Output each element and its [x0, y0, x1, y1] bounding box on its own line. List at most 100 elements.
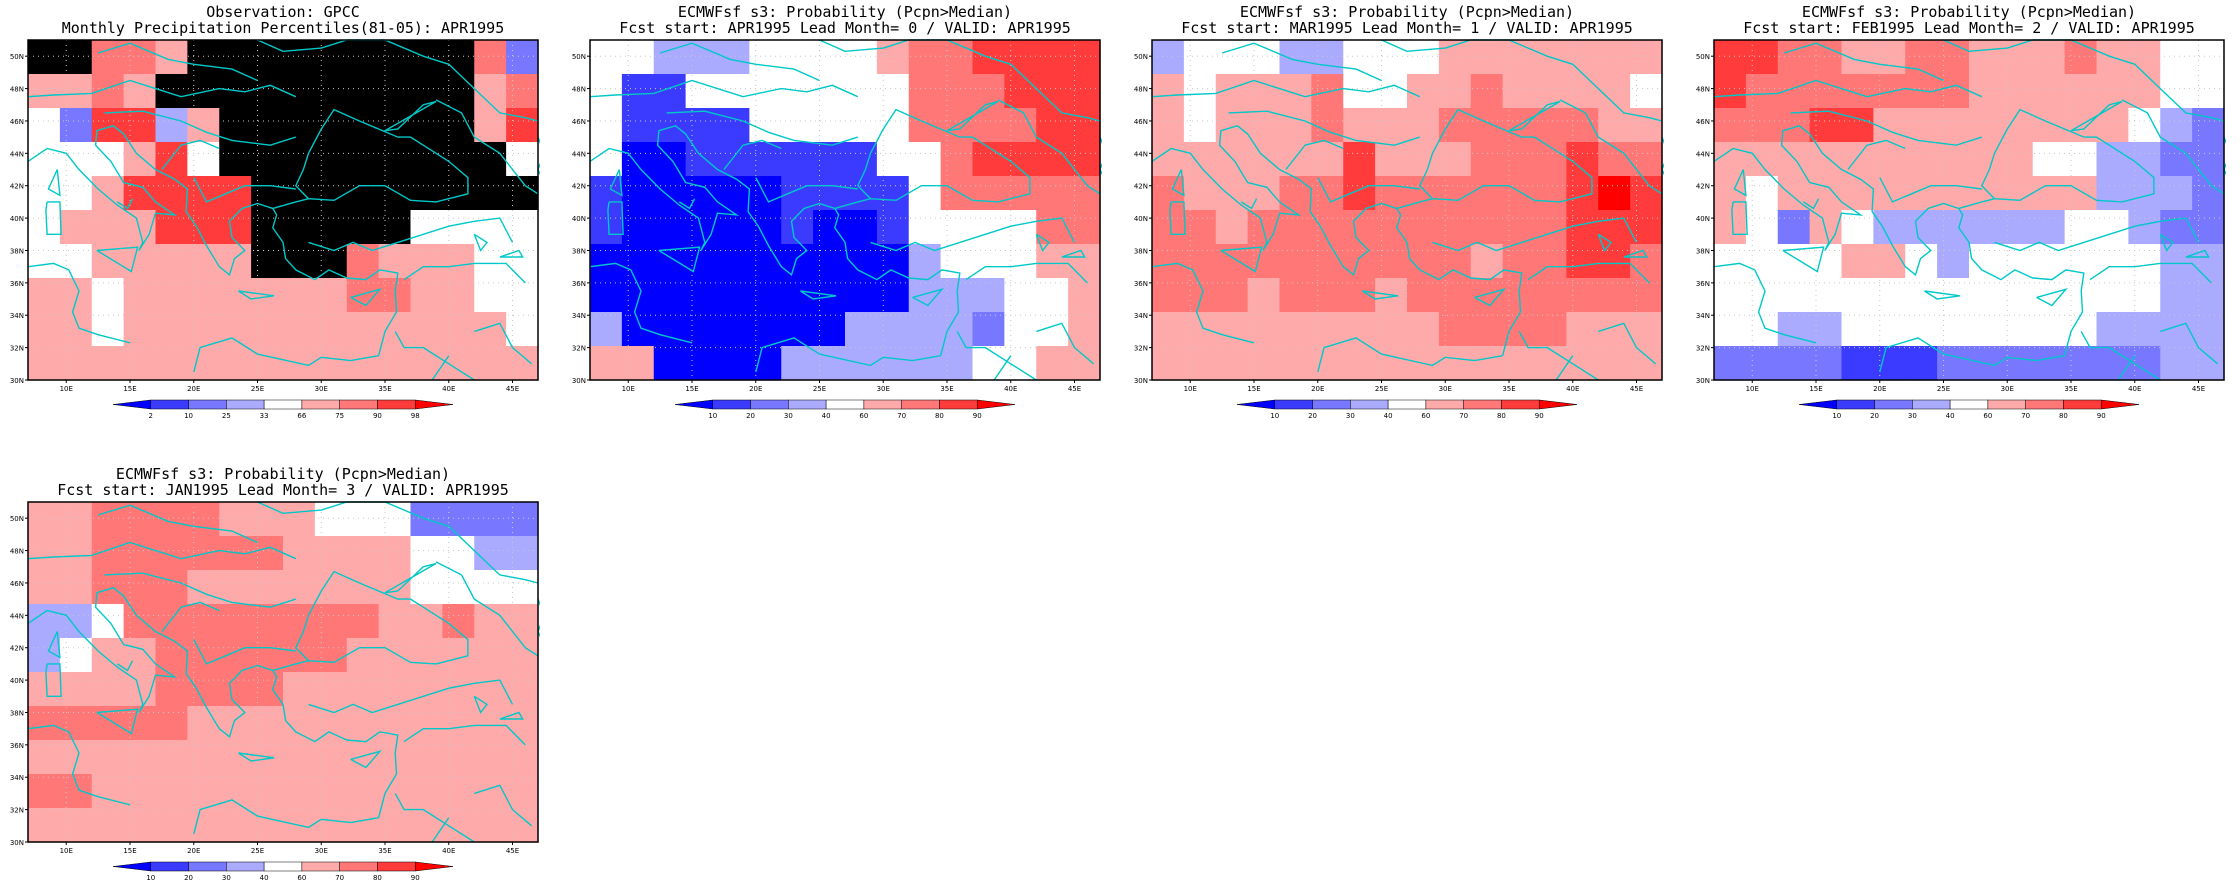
colorbar-label: 80 — [935, 412, 944, 420]
coastline — [1169, 201, 1186, 235]
grid-cell — [1745, 210, 1779, 245]
colorbar-label: 30 — [784, 412, 793, 420]
coastline — [800, 290, 837, 300]
grid-cell — [1215, 108, 1249, 143]
coastline — [499, 711, 524, 720]
grid-cell — [346, 74, 380, 109]
grid-cell — [474, 210, 507, 245]
colorbar-swatch — [712, 399, 751, 410]
grid-cell — [219, 638, 252, 673]
grid-cell — [1311, 346, 1344, 381]
grid-cell — [813, 346, 846, 381]
grid-cell — [1036, 74, 1069, 109]
grid-cell — [908, 312, 942, 347]
coastline — [2089, 262, 2212, 284]
grid-cell — [123, 346, 157, 381]
colorbar-swatch — [1501, 399, 1540, 410]
grid-cell — [251, 638, 284, 673]
coastline — [474, 322, 533, 365]
grid-cell — [2096, 278, 2129, 313]
grid-cell — [1777, 40, 1811, 75]
grid-cell — [717, 142, 750, 177]
grid-cell — [1598, 210, 1631, 245]
grid-cell — [410, 278, 443, 313]
grid-cell — [2192, 312, 2225, 347]
lon-tick-label: 40E — [2128, 385, 2141, 393]
grid-cell — [1152, 244, 1185, 279]
grid-cell — [1152, 74, 1185, 109]
grid-cell — [346, 808, 380, 843]
lat-tick-label: 50N — [1696, 53, 1710, 61]
grid-cell — [59, 346, 93, 381]
grid-cell — [59, 672, 93, 707]
lon-tick-label: 25E — [251, 385, 264, 393]
colorbar-label: 80 — [2059, 412, 2068, 420]
lat-tick-label: 50N — [1134, 53, 1148, 61]
coastline — [1381, 39, 1663, 122]
grid-cell — [1215, 176, 1249, 211]
coastline — [1790, 110, 1983, 146]
grid-cell — [590, 74, 623, 109]
grid-cell — [1841, 142, 1874, 177]
colorbar-swatch — [1312, 399, 1351, 410]
grid-cell — [155, 40, 188, 75]
grid-cell — [2000, 142, 2034, 177]
grid-cell — [1470, 74, 1504, 109]
grid-cell — [59, 706, 93, 741]
grid-cell — [1841, 312, 1874, 347]
grid-cell — [749, 176, 782, 211]
lon-tick-label: 35E — [378, 847, 391, 855]
grid-cell — [1183, 244, 1217, 279]
grid-cell — [346, 502, 380, 537]
colorbar-swatch — [976, 399, 1016, 410]
grid-cell — [91, 346, 125, 381]
grid-cell — [1598, 176, 1631, 211]
grid-cell — [1809, 278, 1843, 313]
grid-cell — [251, 108, 284, 143]
lon-tick-label: 15E — [123, 385, 136, 393]
grid-cell — [91, 808, 125, 843]
colorbar-swatch — [226, 399, 265, 410]
grid-cell — [1714, 74, 1747, 109]
coastline — [384, 100, 437, 132]
grid-cell — [2064, 142, 2098, 177]
grid-cell — [1534, 312, 1567, 347]
grid-cell — [378, 74, 412, 109]
lat-tick-label: 48N — [572, 86, 586, 94]
map-svg: 50N 48N 46N 44N 42N 40N 38N 36N 34N 32N 30N 10E 15E 2… — [10, 501, 540, 882]
coastline — [474, 784, 533, 827]
grid-cell — [314, 210, 348, 245]
lon-tick-label: 10E — [1746, 385, 1759, 393]
grid-cell — [123, 312, 157, 347]
grid-cell — [187, 244, 220, 279]
grid-cell — [2032, 74, 2066, 109]
grid-cell — [1777, 210, 1811, 245]
grid-cell — [1809, 40, 1843, 75]
grid-cell — [283, 210, 316, 245]
coastline — [1713, 262, 1817, 344]
coastline — [104, 110, 297, 146]
grid-cell — [908, 142, 942, 177]
grid-cell — [346, 346, 380, 381]
grid-cell — [506, 278, 539, 313]
grid-cell — [2192, 108, 2225, 143]
grid-cell — [908, 108, 942, 143]
grid-cell — [410, 210, 443, 245]
grid-cell — [1745, 244, 1779, 279]
lon-tick-label: 45E — [2192, 385, 2205, 393]
grid-cell — [1969, 142, 2002, 177]
grid-cell — [410, 638, 443, 673]
lat-tick-label: 42N — [10, 645, 24, 653]
grid-cell — [378, 502, 412, 537]
grid-cell — [781, 346, 814, 381]
coastline — [161, 601, 220, 632]
panel-subtitle: Fcst start: JAN1995 Lead Month= 3 / VALI… — [57, 481, 509, 499]
grid-cell — [410, 740, 443, 775]
grid-cell — [2160, 210, 2193, 245]
grid-cell — [845, 40, 878, 75]
grid-cell — [187, 278, 220, 313]
grid-cell — [876, 346, 910, 381]
grid-cell — [1438, 176, 1472, 211]
grid-cell — [219, 740, 252, 775]
grid-cell — [59, 210, 93, 245]
